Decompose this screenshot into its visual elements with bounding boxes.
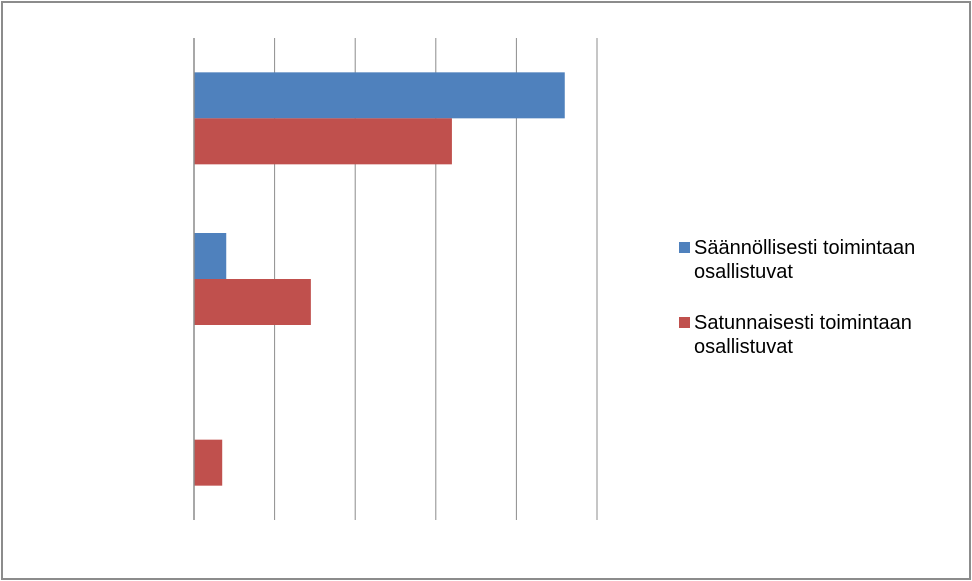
bar-occasional-2	[194, 439, 223, 486]
bar-occasional-0	[194, 118, 452, 165]
bar-regular-1	[194, 233, 227, 279]
bar-occasional-1	[194, 279, 311, 325]
legend-item: Satunnaisesti toimintaan osallistuvat	[679, 312, 912, 358]
legend: Säännöllisesti toimintaan osallistuvat Sat…	[679, 237, 915, 358]
legend-swatch	[679, 242, 690, 253]
legend-label: Satunnaisesti toimintaan osallistuvat	[694, 312, 912, 358]
bar-regular-0	[194, 72, 565, 119]
legend-item: Säännöllisesti toimintaan osallistuvat	[679, 237, 915, 283]
bars	[194, 72, 565, 486]
legend-swatch	[679, 317, 690, 328]
legend-label: Säännöllisesti toimintaan osallistuvat	[694, 237, 915, 283]
